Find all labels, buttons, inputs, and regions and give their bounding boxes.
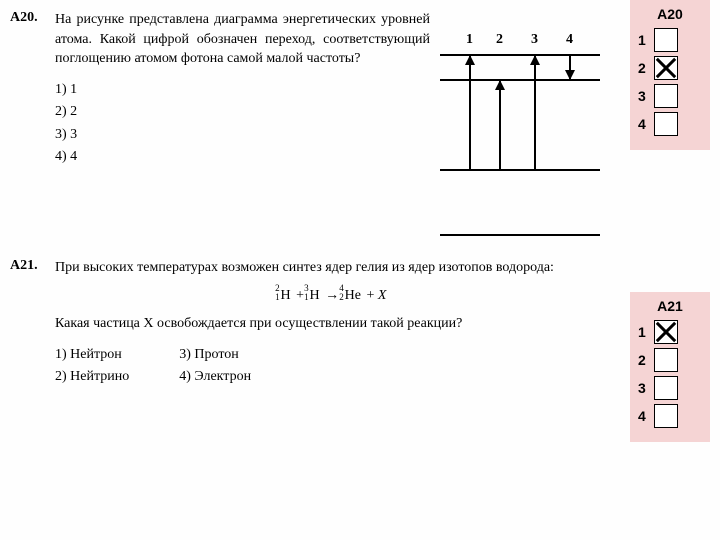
option: 1) 1: [55, 79, 430, 101]
diagram-svg: 1 2 3 4: [430, 25, 610, 255]
answer-box-4[interactable]: [654, 404, 678, 428]
option: 2) 2: [55, 101, 430, 123]
question-label: А20.: [10, 10, 55, 168]
option: 3) 3: [55, 124, 430, 146]
svg-text:1: 1: [466, 32, 473, 47]
answer-row: 2: [638, 348, 702, 372]
answer-row: 3: [638, 376, 702, 400]
reaction-formula: 21H + 31H → 42He + X: [55, 288, 610, 304]
question-a20: А20. На рисунке представлена диаграмма э…: [10, 10, 430, 168]
answer-panel-a20: А20 1 2 3 4: [630, 0, 710, 150]
option: 3) Протон: [179, 344, 251, 366]
option: 1) Нейтрон: [55, 344, 129, 366]
question-body: При высоких температурах возможен синтез…: [55, 258, 610, 388]
option: 4) Электрон: [179, 366, 251, 388]
answer-row: 3: [638, 84, 702, 108]
answer-box-2[interactable]: [654, 348, 678, 372]
question-text-2: Какая частица X освобождается при осущес…: [55, 314, 610, 334]
svg-text:3: 3: [531, 32, 538, 47]
svg-text:4: 4: [566, 32, 573, 47]
answer-box-1[interactable]: [654, 320, 678, 344]
options-list: 1) Нейтрон 2) Нейтрино 3) Протон 4) Элек…: [55, 344, 610, 389]
question-text-1: При высоких температурах возможен синтез…: [55, 258, 610, 278]
options-list: 1) 1 2) 2 3) 3 4) 4: [55, 79, 430, 169]
svg-text:2: 2: [496, 32, 503, 47]
answer-row: 4: [638, 404, 702, 428]
question-label: А21.: [10, 258, 55, 388]
answer-box-4[interactable]: [654, 112, 678, 136]
answer-box-3[interactable]: [654, 376, 678, 400]
answer-box-2[interactable]: [654, 56, 678, 80]
question-text: На рисунке представлена диаграмма энерге…: [55, 10, 430, 69]
energy-level-diagram: 1 2 3 4: [430, 25, 610, 255]
answer-panel-a21: А21 1 2 3 4: [630, 292, 710, 442]
answer-row: 1: [638, 28, 702, 52]
answer-box-1[interactable]: [654, 28, 678, 52]
question-body: На рисунке представлена диаграмма энерге…: [55, 10, 430, 168]
answer-row: 1: [638, 320, 702, 344]
answer-title: А20: [638, 6, 702, 22]
answer-box-3[interactable]: [654, 84, 678, 108]
option: 4) 4: [55, 146, 430, 168]
answer-title: А21: [638, 298, 702, 314]
answer-row: 4: [638, 112, 702, 136]
question-a21: А21. При высоких температурах возможен с…: [10, 258, 610, 388]
answer-row: 2: [638, 56, 702, 80]
option: 2) Нейтрино: [55, 366, 129, 388]
